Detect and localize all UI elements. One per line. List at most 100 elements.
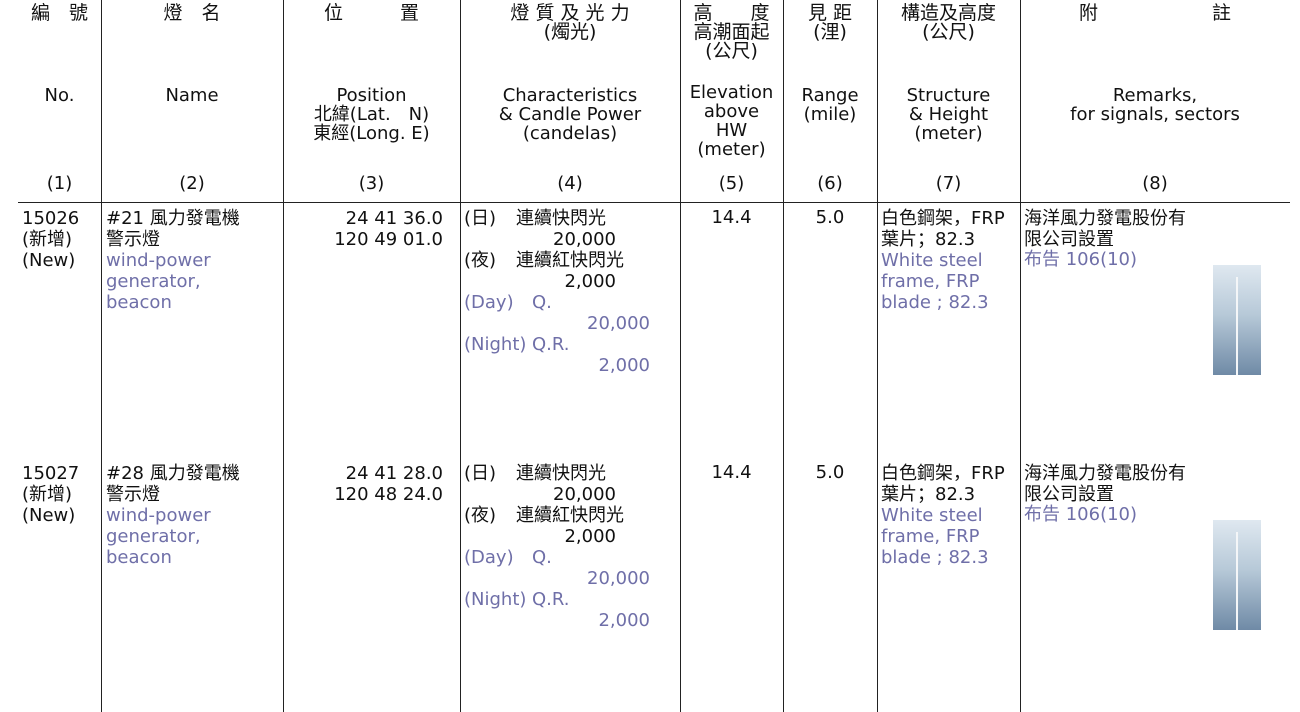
header-en: No. [18, 86, 101, 105]
position-cell: 24 41 36.0 120 49 01.0 [283, 208, 443, 250]
name-en-line: wind-power [106, 250, 211, 271]
char-tag: (夜) [464, 505, 497, 526]
char-power: 20,000 [553, 229, 616, 250]
header-en-line: Range [801, 85, 859, 106]
char-text: 連續快閃光 [516, 463, 606, 484]
header-en-line: HW [715, 120, 748, 141]
name-zh-line: 警示燈 [106, 484, 160, 505]
characteristics-cell: (日) 連續快閃光 20,000 (夜) 連續紅快閃光 2,000 (Day) Q. 20,00… [464, 463, 678, 631]
header-number: (4) [557, 173, 583, 194]
name-zh-line: #28 風力發電機 [106, 463, 240, 484]
remarks_zh-cell: 海洋風力發電股份有 限公司設置 [1024, 463, 1290, 505]
char-en-power: 2,000 [598, 355, 650, 376]
name-en-line: beacon [106, 292, 172, 313]
structure-zh-line: 葉片；82.3 [881, 229, 976, 250]
header-en-line: above [703, 101, 760, 122]
char-en-line: (Night) Q.R. [464, 589, 678, 610]
header-en: Name [101, 86, 283, 105]
char-en-power: 20,000 [587, 313, 650, 334]
char-en-power: 20,000 [587, 568, 650, 589]
no-cell: 15027 (新增) (New) [22, 463, 100, 526]
char-tag: (日) [464, 208, 497, 229]
header-en: Remarks, for signals, sectors [1020, 86, 1290, 124]
char-tag: (夜) [464, 250, 497, 271]
name-zh-line: 警示燈 [106, 229, 160, 250]
char-en-line: (Day) Q. [464, 292, 678, 313]
structure-en-line: blade ; 82.3 [881, 292, 989, 313]
name-en-line: beacon [106, 547, 172, 568]
char-power: 2,000 [564, 271, 616, 292]
structure_zh-cell: 白色鋼架，FRP 葉片；82.3 [881, 463, 1019, 505]
range: 5.0 [815, 462, 845, 483]
elevation: 14.4 [711, 462, 752, 483]
char-power: 20,000 [553, 484, 616, 505]
position-line: 24 41 28.0 [345, 463, 443, 484]
header-zh: 燈 質 及 光 力 (燭光) [460, 4, 680, 42]
char-en-tag: (Day) [464, 292, 514, 313]
structure-en-line: frame, FRP [881, 526, 980, 547]
header-en-line: (mile) [803, 104, 857, 125]
position-line: 24 41 36.0 [345, 208, 443, 229]
header-zh-line: (公尺) [705, 40, 758, 62]
char-en-tag: (Night) [464, 334, 527, 355]
header-number: (6) [817, 173, 843, 194]
name-zh-line: #21 風力發電機 [106, 208, 240, 229]
name-en-line: generator, [106, 271, 201, 292]
no-line: (New) [22, 505, 76, 526]
structure_zh-cell: 白色鋼架，FRP 葉片；82.3 [881, 208, 1019, 250]
header-zh: 位 置 [283, 4, 460, 23]
turbine-photo [1213, 265, 1261, 375]
column-rule [460, 0, 461, 712]
structure_en-cell: White steel frame, FRP blade ; 82.3 [881, 250, 1019, 313]
header-number: (1) [46, 173, 73, 194]
char-en-text: Q.R. [532, 334, 570, 355]
remarks-en: 布告 106(10) [1024, 249, 1138, 270]
header-zh: 見 距 (浬) [783, 4, 877, 42]
header-zh-line: 高潮面起 [693, 21, 770, 43]
header-en-line: Elevation [689, 82, 774, 103]
header-zh: 燈 名 [101, 4, 283, 23]
header-number: (8) [1142, 173, 1168, 194]
remarks-zh-line: 海洋風力發電股份有 [1024, 463, 1186, 484]
structure-zh-line: 白色鋼架，FRP [881, 463, 1005, 484]
remarks-zh-line: 限公司設置 [1024, 484, 1114, 505]
no-line: (新增) [22, 484, 73, 505]
structure_en-cell: White steel frame, FRP blade ; 82.3 [881, 505, 1019, 568]
structure-zh-line: 葉片；82.3 [881, 484, 976, 505]
header-zh-line: 燈 質 及 光 力 [510, 2, 630, 24]
char-en-line: (Night) Q.R. [464, 334, 678, 355]
no-cell: 15026 (新增) (New) [22, 208, 100, 271]
header-en-line: Remarks, [1112, 85, 1198, 106]
remarks_zh-cell: 海洋風力發電股份有 限公司設置 [1024, 208, 1290, 250]
char-en-line: (Day) Q. [464, 547, 678, 568]
no-line: 15027 [22, 463, 80, 484]
char-line: (日) 連續快閃光 [464, 208, 678, 229]
char-text: 連續紅快閃光 [516, 505, 624, 526]
structure-en-line: White steel [881, 250, 983, 271]
range: 5.0 [815, 207, 845, 228]
column-rule [680, 0, 681, 712]
name_en-cell: wind-power generator, beacon [106, 250, 282, 313]
char-line: (夜) 連續紅快閃光 [464, 250, 678, 271]
column-rule [1020, 0, 1021, 712]
header-en-line: 北緯(Lat. N) [313, 104, 430, 125]
header-number: (3) [358, 173, 385, 194]
char-text: 連續快閃光 [516, 208, 606, 229]
header-zh: 構造及高度 (公尺) [877, 4, 1020, 42]
header-en-line: Structure [906, 85, 991, 106]
char-line: (夜) 連續紅快閃光 [464, 505, 678, 526]
header-zh-line: (浬) [813, 21, 847, 43]
header-en-line: (meter) [914, 123, 983, 144]
header-en-line: (candelas) [522, 123, 618, 144]
header-zh: 附 註 [1020, 4, 1290, 23]
structure-en-line: White steel [881, 505, 983, 526]
name_en-cell: wind-power generator, beacon [106, 505, 282, 568]
no-line: 15026 [22, 208, 80, 229]
header-en: Structure & Height (meter) [877, 86, 1020, 143]
remarks-zh-line: 限公司設置 [1024, 229, 1114, 250]
header-en-line: Position [336, 85, 407, 106]
name_zh-cell: #28 風力發電機 警示燈 [106, 463, 282, 505]
header-en: Characteristics & Candle Power (candelas) [460, 86, 680, 143]
header-zh-line: 構造及高度 [900, 2, 996, 24]
header-number: (5) [718, 173, 745, 194]
